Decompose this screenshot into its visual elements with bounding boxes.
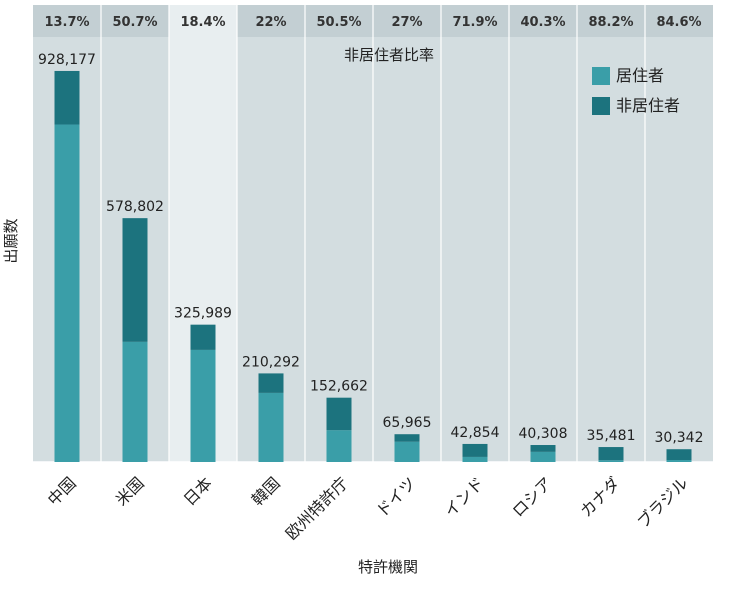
category-label: カナダ [576,473,623,520]
legend: 居住者 非居住者 [592,66,680,115]
total-label: 152,662 [310,379,368,395]
category-label: 欧州特許庁 [282,473,352,543]
category-label: 韓国 [248,473,284,509]
ratio-label: 13.7% [44,15,89,30]
ratio-label: 27% [391,15,422,30]
bar-nonresident [394,434,420,442]
total-label: 30,342 [655,430,704,446]
total-label: 210,292 [242,354,300,370]
bar-resident [258,392,284,462]
category-label: ロシア [508,473,555,520]
bar-resident [394,441,420,462]
x-axis-title: 特許機関 [358,558,418,576]
total-label: 35,481 [587,428,636,444]
category-label: 中国 [44,473,80,509]
category-label: ドイツ [372,473,419,520]
total-label: 928,177 [38,52,96,68]
category-label: ブラジル [633,473,691,531]
ratio-label: 22% [255,15,286,30]
bar-nonresident [54,70,80,125]
bar-nonresident [462,443,488,457]
ratio-label: 50.5% [316,15,361,30]
ratio-label: 50.7% [112,15,157,30]
bar-resident [462,456,488,462]
ratio-label: 88.2% [588,15,633,30]
legend-swatch-nonresident [592,97,610,115]
bar-nonresident [666,449,692,461]
bar-resident [326,430,352,462]
bar-resident [122,341,148,462]
bar-nonresident [122,218,148,342]
ratio-label: 71.9% [452,15,497,30]
category-label: 日本 [180,473,216,509]
y-axis-title: 出願数 [2,218,20,263]
bar-nonresident [258,373,284,393]
bar-resident [666,460,692,462]
bar-nonresident [598,447,624,461]
total-label: 325,989 [174,306,232,322]
ratio-label: 18.4% [180,15,225,30]
ratio-label: 40.3% [520,15,565,30]
ratio-title: 非居住者比率 [344,46,434,64]
bar-resident [530,451,556,462]
legend-label-nonresident: 非居住者 [616,96,680,115]
bar-resident [598,460,624,462]
category-label: インド [440,473,487,520]
ratio-label: 84.6% [656,15,701,30]
bar-resident [54,124,80,463]
bar-nonresident [190,324,216,350]
bar-resident [190,349,216,462]
legend-label-resident: 居住者 [616,66,664,85]
legend-swatch-resident [592,67,610,85]
total-label: 578,802 [106,199,164,215]
bar-nonresident [530,445,556,452]
total-label: 65,965 [383,415,432,431]
bar-nonresident [326,397,352,431]
total-label: 40,308 [519,426,568,442]
category-label: 米国 [112,473,148,509]
total-label: 42,854 [451,425,500,441]
